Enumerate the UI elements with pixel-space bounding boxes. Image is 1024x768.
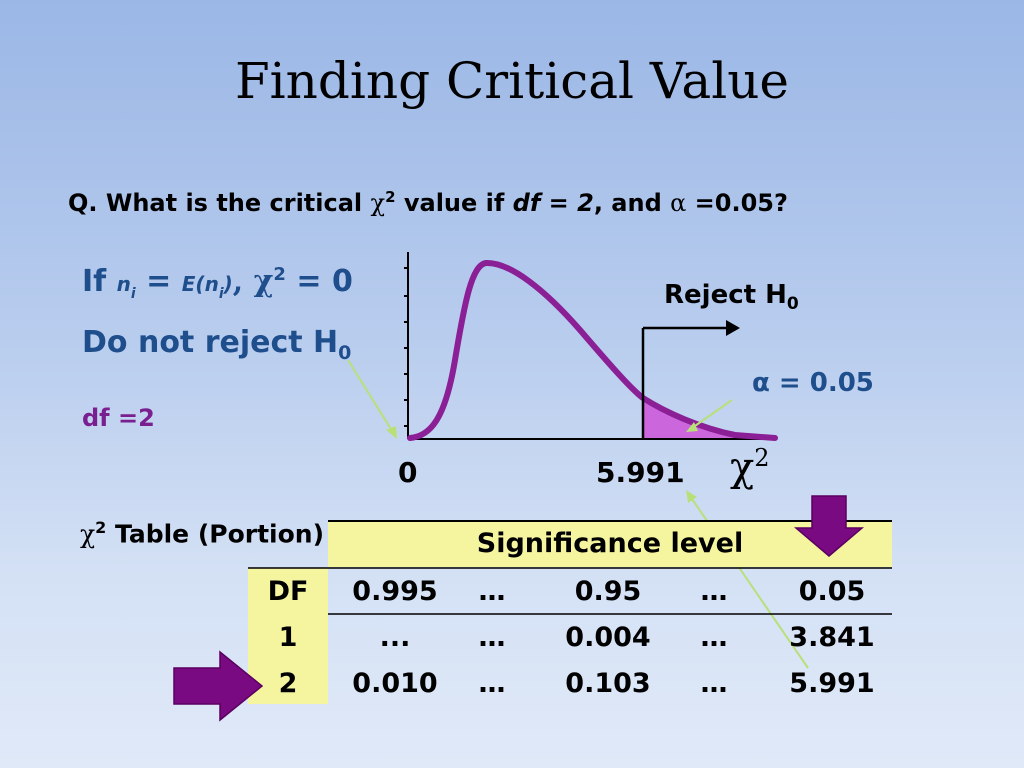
if-condition: If ni = E(ni), χ2 = 0 bbox=[82, 264, 353, 302]
question-mid: value if bbox=[395, 189, 513, 217]
axis-label-critical: 5.991 bbox=[596, 456, 685, 489]
pointer-to-alpha bbox=[691, 399, 733, 429]
alpha-label: α = 0.05 bbox=[752, 368, 874, 398]
significance-header: Significance level bbox=[476, 528, 744, 559]
row2-005: 5.991 bbox=[789, 668, 875, 699]
ni-subscript: i bbox=[130, 286, 136, 302]
down-arrow-icon bbox=[793, 495, 865, 557]
col-header-0995: 0.995 bbox=[352, 576, 438, 607]
row2-ellipsis-1: … bbox=[478, 668, 506, 699]
dnr-label: Do not reject H bbox=[82, 325, 339, 360]
axis-label-chi: χ2 bbox=[730, 444, 770, 490]
slide-title: Finding Critical Value bbox=[234, 52, 790, 110]
question-alpha-value: =0.05? bbox=[686, 189, 788, 217]
col-header-ellipsis-2: … bbox=[700, 576, 728, 607]
question-df: df = 2 bbox=[512, 189, 594, 217]
chi-part: , χ bbox=[232, 264, 274, 299]
table-label-text: Table (Portion) bbox=[106, 519, 324, 549]
df-note: df =2 bbox=[82, 404, 155, 432]
alpha-symbol: α bbox=[670, 189, 687, 217]
axis-chi-symbol: χ bbox=[730, 444, 755, 491]
y-axis-ticks bbox=[404, 267, 408, 427]
question-prefix: Q. What is the critical bbox=[68, 189, 371, 217]
table-label-chi: χ bbox=[80, 519, 96, 549]
reject-label-sub: 0 bbox=[786, 294, 799, 315]
question-text: Q. What is the critical χ2 value if df =… bbox=[68, 188, 788, 217]
chi-superscript: 2 bbox=[385, 188, 396, 206]
chi-symbol: χ bbox=[370, 189, 386, 217]
col-header-df: DF bbox=[267, 576, 309, 607]
row1-ellipsis-1: … bbox=[478, 622, 506, 653]
if-prefix: If bbox=[82, 264, 117, 299]
reject-label-text: Reject H bbox=[664, 280, 787, 310]
col-header-ellipsis-1: … bbox=[478, 576, 506, 607]
row2-095: 0.103 bbox=[565, 668, 651, 699]
row1-095: 0.004 bbox=[565, 622, 651, 653]
axis-chi-sup: 2 bbox=[754, 444, 770, 472]
row1-005: 3.841 bbox=[789, 622, 875, 653]
eni-close: ) bbox=[223, 272, 233, 296]
right-arrow-icon bbox=[173, 650, 264, 722]
pointer-from-table-head bbox=[686, 490, 697, 503]
row1-ellipsis-2: … bbox=[700, 622, 728, 653]
eni-subscript: i bbox=[218, 286, 224, 302]
question-and: , and bbox=[593, 189, 671, 217]
pointer-to-zero bbox=[347, 359, 395, 435]
col-header-005: 0.05 bbox=[798, 576, 866, 607]
df-column-highlight bbox=[248, 568, 328, 704]
row2-ellipsis-2: … bbox=[700, 668, 728, 699]
table-label: χ2 Table (Portion) bbox=[80, 518, 324, 548]
reject-arrow-head bbox=[726, 320, 740, 336]
chi-part-sup: 2 bbox=[273, 264, 286, 285]
row2-df: 2 bbox=[278, 668, 298, 699]
reject-label: Reject H0 bbox=[664, 280, 799, 314]
col-header-095: 0.95 bbox=[574, 576, 642, 607]
pointer-to-zero-head bbox=[386, 426, 397, 439]
row1-0995: ... bbox=[379, 622, 411, 653]
eni-term: E(n bbox=[181, 272, 219, 296]
row2-0995: 0.010 bbox=[352, 668, 438, 699]
do-not-reject-text: Do not reject H0 bbox=[82, 325, 351, 364]
chi-eq-zero: = 0 bbox=[285, 264, 353, 299]
equals-sign: = bbox=[135, 264, 182, 299]
rejection-region bbox=[643, 398, 775, 439]
pointer-to-alpha-head bbox=[686, 422, 698, 432]
row1-df: 1 bbox=[278, 622, 298, 653]
dnr-subscript: 0 bbox=[338, 342, 352, 364]
table-label-sup: 2 bbox=[95, 518, 107, 537]
distribution-curve bbox=[407, 259, 778, 441]
ni-term: n bbox=[116, 272, 131, 296]
axis-label-zero: 0 bbox=[398, 456, 418, 489]
